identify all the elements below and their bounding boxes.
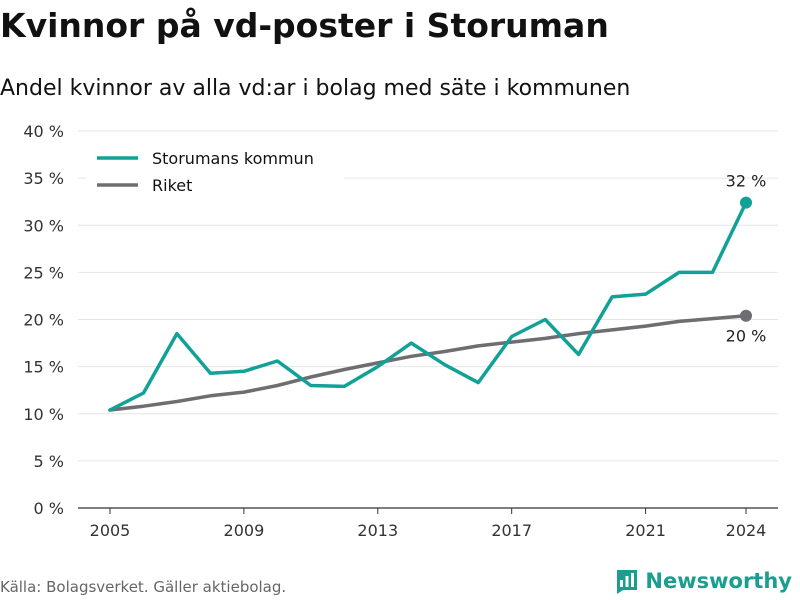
series-end-label-0: 32 % <box>726 172 767 191</box>
series-lines: 20 % 32 % <box>108 172 767 412</box>
series-end-point-0 <box>740 196 752 209</box>
brand-logo: Newsworthy <box>615 568 792 594</box>
chart-title: Kvinnor på vd-poster i Storuman <box>0 6 609 45</box>
y-tick-label: 35 % <box>23 169 64 188</box>
series-end-point-1 <box>740 309 752 322</box>
series-line-0 <box>108 200 748 412</box>
legend-label-1: Riket <box>152 176 192 195</box>
legend-label-0: Storumans kommun <box>152 149 314 168</box>
legend-background <box>86 143 344 201</box>
y-tick-label: 5 % <box>34 452 64 471</box>
chart-subtitle: Andel kvinnor av alla vd:ar i bolag med … <box>0 76 631 101</box>
y-tick-label: 20 % <box>23 311 64 330</box>
y-axis: 0 % 5 % 10 % 15 % 20 % 25 % 30 % 35 % 40 % <box>23 122 64 518</box>
y-tick-label: 15 % <box>23 358 64 377</box>
x-tick-label: 2017 <box>491 521 532 540</box>
source-note: Källa: Bolagsverket. Gäller aktiebolag. <box>0 578 287 596</box>
y-tick-label: 0 % <box>34 499 64 518</box>
y-tick-label: 25 % <box>23 263 64 282</box>
y-tick-label: 10 % <box>23 405 64 424</box>
series-end-label-1: 20 % <box>726 327 767 346</box>
legend: Storumans kommun Riket <box>86 143 344 201</box>
series-line-1 <box>108 313 748 412</box>
x-tick-label: 2024 <box>726 521 767 540</box>
y-tick-label: 30 % <box>23 216 64 235</box>
brand-name: Newsworthy <box>645 569 792 593</box>
newsworthy-logo-icon <box>617 570 638 594</box>
x-tick-label: 2021 <box>625 521 666 540</box>
x-tick-label: 2005 <box>90 521 131 540</box>
x-axis: 2005 2009 2013 2017 2021 2024 <box>90 508 767 540</box>
x-tick-label: 2013 <box>357 521 398 540</box>
y-tick-label: 40 % <box>23 122 64 141</box>
x-tick-label: 2009 <box>224 521 265 540</box>
